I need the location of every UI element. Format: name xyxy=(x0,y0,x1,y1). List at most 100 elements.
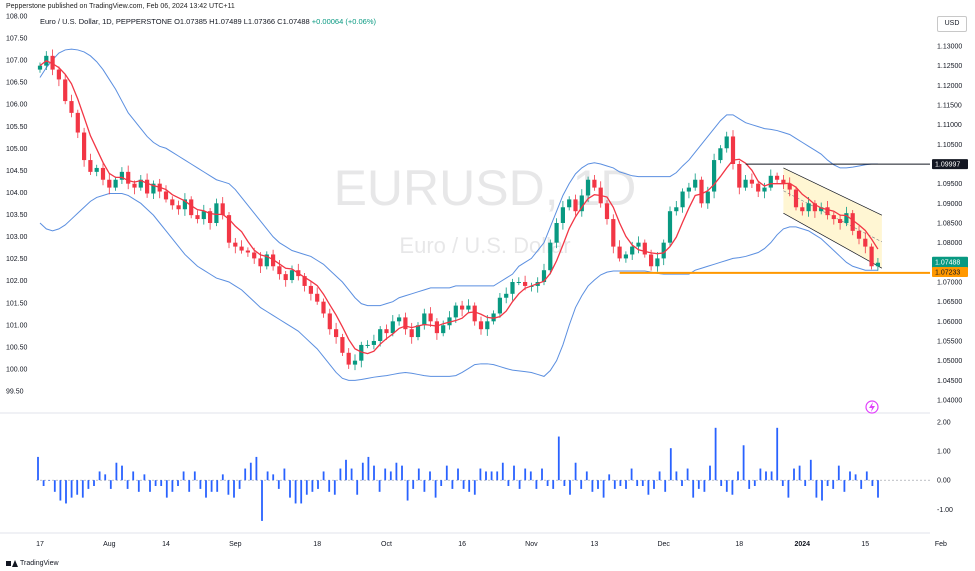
candle-body xyxy=(472,305,477,322)
candle-body xyxy=(567,199,572,208)
hist-bar xyxy=(199,480,202,489)
hist-bar xyxy=(776,427,779,481)
candle-body xyxy=(321,301,326,314)
hist-bar xyxy=(445,465,448,481)
left-axis-tick: 100.00 xyxy=(6,366,28,373)
hist-bar xyxy=(406,480,409,501)
time-axis-tick: Nov xyxy=(525,541,538,548)
hist-bar xyxy=(233,480,235,498)
candle-body xyxy=(844,213,849,223)
candle-body xyxy=(523,282,528,286)
candle-body xyxy=(510,282,515,294)
alert-icon[interactable] xyxy=(865,400,879,414)
hist-bar xyxy=(98,471,101,481)
hist-bar xyxy=(389,471,392,481)
hist-axis-tick: 2.00 xyxy=(937,420,951,427)
hist-bar xyxy=(860,480,863,489)
hist-bar xyxy=(630,468,633,481)
hist-bar xyxy=(485,471,487,481)
hist-bar xyxy=(266,471,269,481)
hist-bar xyxy=(608,474,611,481)
currency-button[interactable]: USD xyxy=(937,16,967,32)
time-axis-tick: 18 xyxy=(735,541,743,548)
hist-bar xyxy=(322,471,325,481)
candle-body xyxy=(554,223,559,243)
hist-bar xyxy=(171,480,174,492)
hist-bar xyxy=(815,480,818,498)
candle-body xyxy=(113,179,118,188)
hist-bar xyxy=(871,480,874,486)
right-axis-tick: 1.06000 xyxy=(937,319,962,326)
hist-bar xyxy=(53,480,56,492)
right-axis-tick: 1.04000 xyxy=(937,398,962,405)
hist-bar xyxy=(563,480,566,486)
candle-body xyxy=(422,313,427,326)
hist-bar xyxy=(636,480,639,486)
candle-body xyxy=(491,313,496,322)
candle-body xyxy=(145,179,150,194)
candle-body xyxy=(655,258,660,267)
price-levels[interactable] xyxy=(619,163,930,274)
chart-legend[interactable]: Euro / U.S. Dollar, 1D, PEPPERSTONE O1.0… xyxy=(40,17,376,26)
left-axis-tick: 103.50 xyxy=(6,212,28,219)
time-axis-tick: Aug xyxy=(103,541,116,548)
candle-body xyxy=(189,199,194,216)
left-axis-tick: 103.00 xyxy=(6,234,28,241)
hist-bar xyxy=(865,471,868,481)
candle-body xyxy=(315,293,320,302)
right-price-axis[interactable]: 1.13000 1.12500 1.12000 1.11500 1.11000 1.105… xyxy=(937,44,962,405)
candle-body xyxy=(378,329,383,341)
candle-body xyxy=(743,179,748,188)
hist-bar xyxy=(317,480,319,489)
hist-bar xyxy=(457,468,459,481)
right-axis-tick: 1.09000 xyxy=(937,201,962,208)
hist-axis-tick: 0.00 xyxy=(937,478,951,485)
hist-bar xyxy=(244,468,247,481)
footer-brand[interactable]: TradingView xyxy=(6,560,59,567)
candle-body xyxy=(258,258,263,267)
candle-body xyxy=(214,203,219,223)
hist-bar xyxy=(261,480,263,521)
hist-bar xyxy=(283,468,286,481)
hist-bar xyxy=(619,480,622,486)
time-axis-tick: 14 xyxy=(162,541,170,548)
hist-bar xyxy=(468,480,471,492)
hist-bar xyxy=(65,480,67,504)
hist-bar xyxy=(524,468,527,481)
left-axis-tick: 108.00 xyxy=(6,14,28,21)
time-axis-tick: Feb xyxy=(935,541,947,548)
hist-bar xyxy=(552,480,555,489)
hist-bar xyxy=(104,474,107,481)
watermark-name: Euro / U.S. Dollar xyxy=(399,233,570,258)
hist-axis-tick: 1.00 xyxy=(937,449,951,456)
ma-line xyxy=(39,59,879,355)
hist-bar xyxy=(328,480,331,492)
candlesticks xyxy=(37,49,880,371)
right-axis-tick: 1.06500 xyxy=(937,299,962,306)
hist-bar xyxy=(115,462,118,481)
hist-bar xyxy=(361,462,364,481)
candle-body xyxy=(661,242,666,259)
candle-body xyxy=(831,215,836,220)
watermark-symbol: EURUSD, 1D xyxy=(334,160,637,216)
price-panel[interactable]: EURUSD, 1D Euro / U.S. Dollar xyxy=(37,48,930,381)
candle-body xyxy=(277,266,282,275)
hist-bar xyxy=(345,459,347,481)
hist-bar xyxy=(625,480,627,489)
candle-body xyxy=(800,207,805,212)
support-price-tag-box xyxy=(932,267,968,278)
candle-body xyxy=(875,262,880,267)
candle-body xyxy=(126,171,131,184)
right-axis-tick: 1.08500 xyxy=(937,221,962,228)
hist-bar xyxy=(832,480,835,489)
left-axis-tick: 105.50 xyxy=(6,124,28,131)
hist-bar xyxy=(272,474,275,481)
legend-symbol: Euro / U.S. Dollar, 1D, PEPPERSTONE xyxy=(40,17,172,26)
hist-bar xyxy=(804,480,807,486)
left-axis-tick: 106.50 xyxy=(6,80,28,87)
hist-bar xyxy=(669,448,672,481)
hist-bar xyxy=(653,480,655,489)
hist-bar xyxy=(877,480,879,498)
hist-bar xyxy=(277,480,280,489)
candle-body xyxy=(170,199,175,206)
